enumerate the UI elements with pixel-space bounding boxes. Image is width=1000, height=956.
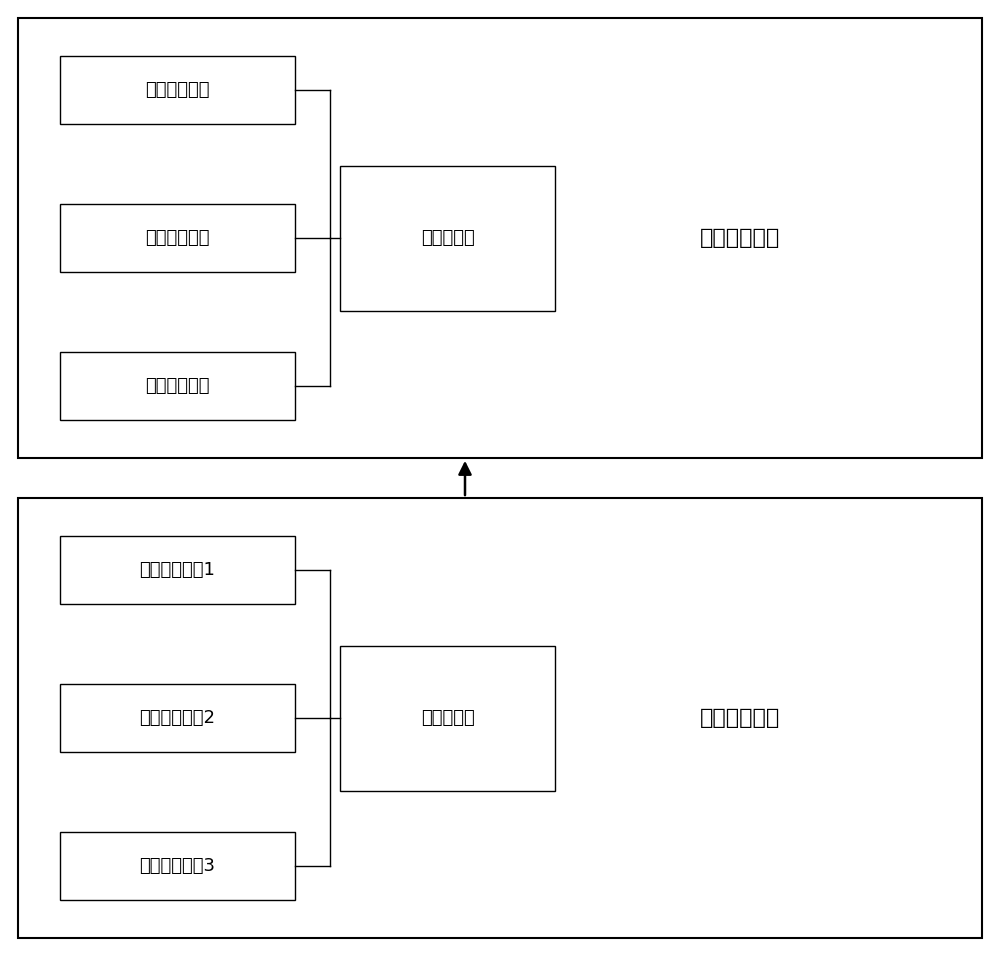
Bar bbox=[340, 645, 555, 791]
Text: 高频数据节点: 高频数据节点 bbox=[145, 377, 210, 395]
Bar bbox=[60, 832, 295, 900]
Bar bbox=[18, 498, 982, 938]
Bar bbox=[60, 56, 295, 124]
Bar bbox=[60, 684, 295, 752]
Text: 高频主节点: 高频主节点 bbox=[421, 229, 474, 247]
Bar bbox=[60, 536, 295, 604]
Bar bbox=[60, 352, 295, 420]
Bar bbox=[60, 204, 295, 272]
Text: 备份数据节点2: 备份数据节点2 bbox=[140, 709, 216, 727]
Text: 高频数据节点: 高频数据节点 bbox=[145, 81, 210, 99]
Bar bbox=[18, 18, 982, 458]
Text: 备份存储魆群: 备份存储魆群 bbox=[700, 708, 780, 728]
Text: 高频数据节点: 高频数据节点 bbox=[145, 229, 210, 247]
Text: 备份数据节点1: 备份数据节点1 bbox=[140, 561, 215, 579]
Text: 备份主节点: 备份主节点 bbox=[421, 709, 474, 727]
Text: 高频存储魆群: 高频存储魆群 bbox=[700, 228, 780, 248]
Text: 备份数据节点3: 备份数据节点3 bbox=[140, 857, 216, 875]
Bar bbox=[340, 165, 555, 311]
